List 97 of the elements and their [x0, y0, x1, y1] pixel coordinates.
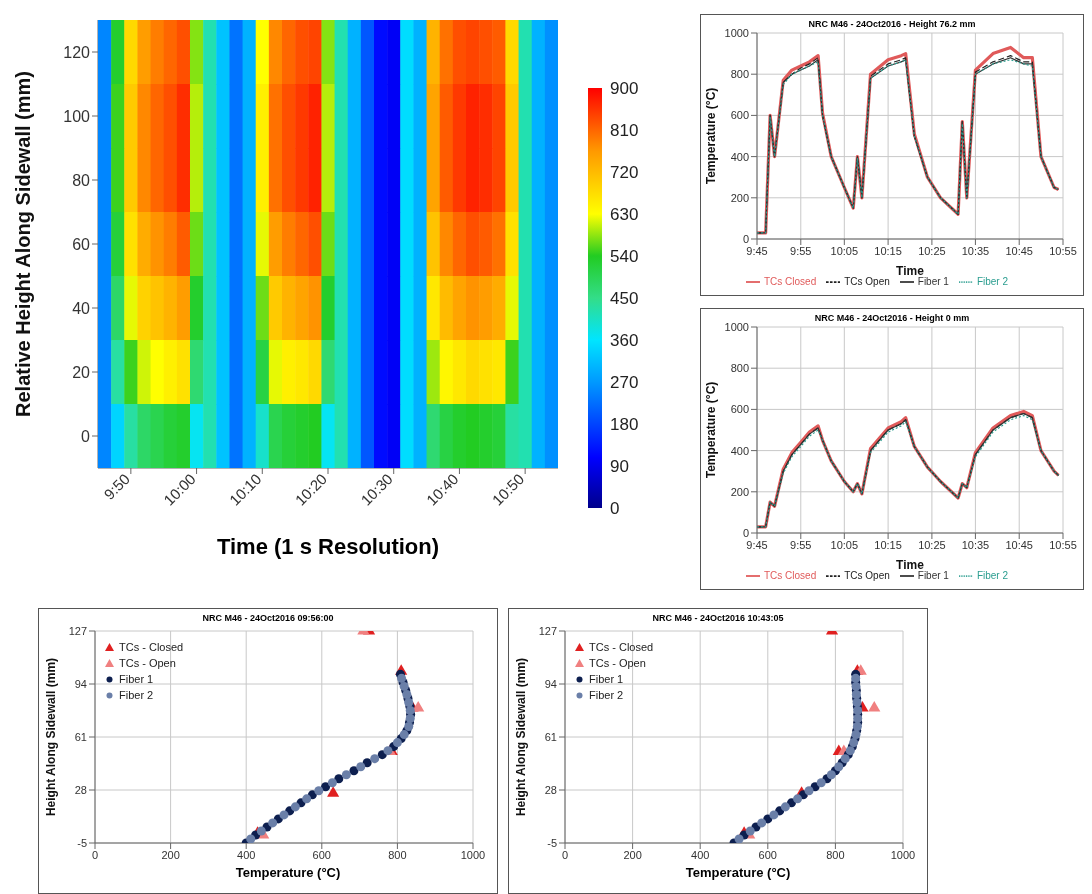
y-tick-label: 40	[72, 299, 91, 317]
legend-label: TCs - Closed	[589, 640, 654, 655]
legend-label: TCs - Closed	[119, 640, 184, 655]
legend-label: Fiber 1	[119, 672, 154, 687]
y-tick-label: 120	[63, 43, 91, 61]
chart-title: NRC M46 - 24Oct2016 10:43:05	[651, 613, 785, 623]
x-tick-label: 9:55	[790, 244, 812, 257]
x-tick-label: 1000	[890, 848, 916, 861]
y-axis-title: Temperature (°C)	[704, 87, 719, 185]
y-tick-label: 127	[68, 624, 87, 637]
x-tick-label: 200	[623, 848, 642, 861]
y-tick-label: 600	[730, 109, 749, 122]
x-tick-label: 200	[161, 848, 180, 861]
color-bar-label: 90	[610, 457, 629, 476]
color-bar-label: 540	[610, 247, 639, 266]
y-tick-label: 400	[730, 444, 749, 457]
x-tick-label: 800	[826, 848, 845, 861]
chart-title: NRC M46 - 24Oct2016 - Height 76.2 mm	[808, 19, 976, 29]
y-tick-label: 200	[730, 191, 749, 204]
legend-label: TCs - Open	[119, 656, 176, 671]
x-tick-label: 800	[388, 848, 407, 861]
y-tick-label: -5	[77, 836, 87, 849]
x-tick-label: 10:05	[830, 244, 859, 257]
y-tick-label: 94	[74, 677, 87, 690]
x-tick-label: 10:05	[830, 538, 859, 551]
y-tick-label: 61	[544, 730, 557, 743]
x-tick-label: 10:25	[918, 244, 946, 257]
color-bar-label: 720	[610, 163, 639, 182]
y-tick-label: 127	[538, 624, 557, 637]
y-tick-label: 80	[72, 171, 91, 189]
legend-label: TCs - Open	[589, 656, 646, 671]
x-tick-label: 600	[312, 848, 331, 861]
y-tick-label: -5	[547, 836, 557, 849]
x-tick-label: 400	[237, 848, 256, 861]
x-tick-label: 9:45	[746, 538, 768, 551]
x-tick-label: 10:35	[961, 538, 990, 551]
chart-title: NRC M46 - 24Oct2016 09:56:00	[201, 613, 335, 623]
x-axis-title: Time	[896, 264, 925, 278]
legend-label: TCs Closed	[763, 569, 817, 581]
legend-label: Fiber 1	[917, 569, 949, 581]
y-axis-title: Temperature (°C)	[704, 381, 719, 479]
x-tick-label: 10:15	[874, 244, 902, 257]
color-bar-label: 450	[610, 289, 639, 308]
x-tick-label: 9:55	[790, 538, 812, 551]
x-tick-label: 10:55	[1049, 538, 1077, 551]
x-tick-label: 0	[561, 848, 569, 861]
x-tick-label: 400	[691, 848, 710, 861]
y-tick-label: 61	[74, 730, 87, 743]
x-tick-label: 600	[758, 848, 777, 861]
x-axis-title: Temperature (°C)	[684, 865, 792, 880]
y-tick-label: 1000	[724, 320, 749, 333]
x-tick-label: 10:15	[874, 538, 902, 551]
color-bar-label: 630	[610, 205, 639, 224]
x-tick-label: 9:50	[100, 470, 133, 503]
x-axis-title: Temperature (°C)	[234, 865, 342, 880]
x-tick-label: 10:45	[1005, 538, 1033, 551]
x-tick-label: 10:35	[961, 244, 990, 257]
y-tick-label: 20	[72, 363, 91, 381]
y-tick-label: 600	[730, 403, 749, 416]
y-tick-label: 800	[730, 362, 749, 375]
x-axis-title: Time	[896, 558, 925, 572]
legend-label: TCs Closed	[763, 275, 817, 287]
x-tick-label: 10:55	[1049, 244, 1077, 257]
legend-label: Fiber 1	[917, 275, 949, 287]
chart-title: NRC M46 - 24Oct2016 - Height 0 mm	[814, 313, 970, 323]
legend-label: Fiber 2	[119, 688, 154, 703]
color-bar-label: 270	[610, 373, 639, 392]
y-tick-label: 1000	[724, 26, 749, 39]
x-tick-label: 9:45	[746, 244, 768, 257]
legend-label: Fiber 2	[976, 275, 1009, 287]
legend-label: TCs Open	[844, 275, 890, 287]
y-tick-label: 94	[544, 677, 557, 690]
legend-label: Fiber 2	[976, 569, 1009, 581]
y-tick-label: 800	[730, 68, 749, 81]
y-tick-label: 0	[742, 232, 749, 245]
y-axis-title: Relative Height Along Sidewall (mm)	[12, 71, 35, 417]
y-tick-label: 28	[544, 783, 557, 796]
y-tick-label: 28	[74, 783, 87, 796]
legend-label: Fiber 1	[589, 672, 624, 687]
legend-label: TCs Open	[844, 569, 890, 581]
color-bar-label: 360	[610, 331, 639, 350]
x-axis-title: Time (1 s Resolution)	[215, 534, 441, 560]
x-tick-label: 0	[91, 848, 99, 861]
y-tick-label: 100	[63, 107, 91, 125]
x-tick-label: 10:25	[918, 538, 946, 551]
y-tick-label: 400	[730, 150, 749, 163]
y-tick-label: 0	[81, 427, 91, 445]
x-tick-label: 1000	[460, 848, 486, 861]
y-tick-label: 60	[72, 235, 91, 253]
y-axis-title: Height Along Sidewall (mm)	[44, 657, 59, 817]
x-tick-label: 10:45	[1005, 244, 1033, 257]
color-bar-label: 180	[610, 415, 639, 434]
color-bar-label: 810	[610, 121, 639, 140]
y-axis-title: Height Along Sidewall (mm)	[514, 657, 529, 817]
y-tick-label: 0	[742, 526, 749, 539]
color-bar-label: 900	[610, 79, 639, 98]
legend-label: Fiber 2	[589, 688, 624, 703]
